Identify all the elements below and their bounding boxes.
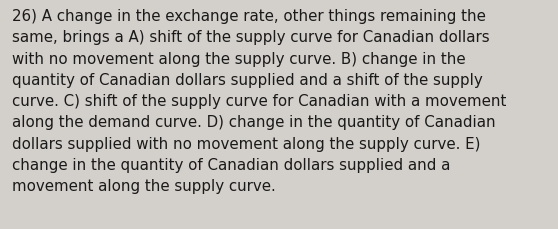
Text: 26) A change in the exchange rate, other things remaining the
same, brings a A) : 26) A change in the exchange rate, other… [12,9,507,193]
